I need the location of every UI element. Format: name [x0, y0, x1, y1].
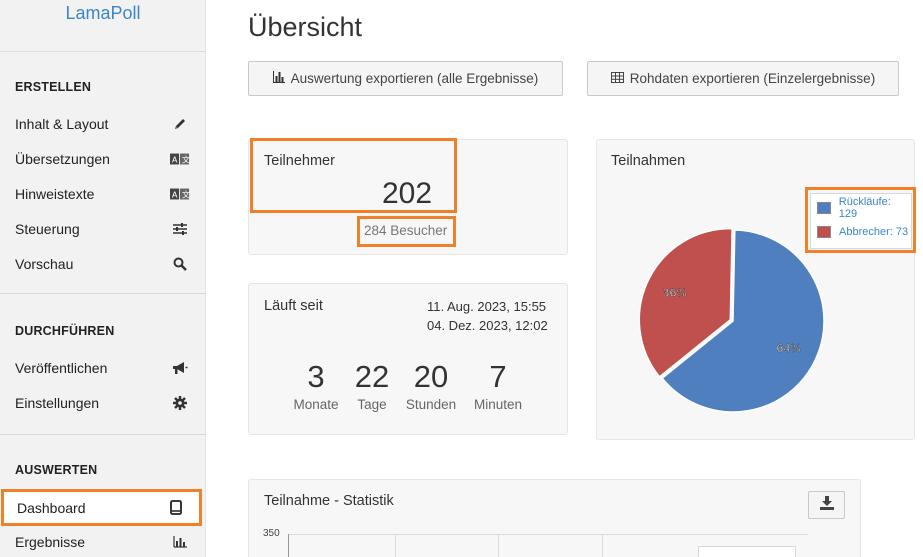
sidebar-item-label: Veröffentlichen	[15, 360, 108, 376]
sidebar-divider	[0, 293, 206, 294]
sidebar-item-vorschau[interactable]: Vorschau	[0, 249, 206, 279]
section-title-erstellen: ERSTELLEN	[15, 80, 92, 94]
counter-value: 22	[354, 359, 390, 394]
statistics-legend	[698, 546, 796, 557]
participants-title: Teilnehmer	[264, 153, 335, 169]
megaphone-icon	[170, 360, 190, 376]
counter-label: Monate	[293, 397, 339, 412]
svg-text:文: 文	[182, 190, 190, 200]
grid-line	[602, 534, 603, 557]
pencil-icon	[170, 116, 190, 132]
brand-logo[interactable]: LamaPoll	[0, 0, 206, 52]
participations-pie-chart: 64% 36%	[638, 227, 825, 413]
running-start-date: 11. Aug. 2023, 15:55	[427, 299, 547, 314]
pie-slice-dropouts[interactable]	[638, 227, 733, 378]
gear-icon	[170, 395, 190, 411]
visitors-highlight	[357, 216, 456, 247]
legend-item-returns[interactable]: Rückläufe: 129	[817, 196, 911, 220]
search-icon	[170, 256, 190, 272]
export-raw-label: Rohdaten exportieren (Einzelergebnisse)	[629, 71, 876, 86]
pie-label-dropouts: 36%	[663, 286, 687, 299]
participations-title: Teilnahmen	[611, 153, 686, 169]
sidebar-item-label: Ergebnisse	[15, 534, 86, 550]
visitors-count: 284 Besucher	[364, 223, 448, 238]
section-title-durchfuehren: DURCHFÜHREN	[15, 324, 115, 338]
counter-minutes: 7 Minuten	[467, 359, 529, 413]
svg-text:A: A	[172, 190, 178, 200]
sidebar-item-einstellungen[interactable]: Einstellungen	[0, 388, 206, 418]
section-title-auswerten: AUSWERTEN	[15, 463, 98, 477]
download-icon	[819, 495, 834, 515]
y-axis	[288, 534, 289, 557]
sidebar-item-label: Steuerung	[15, 221, 80, 237]
sidebar: LamaPoll ERSTELLEN Inhalt & Layout Übers…	[0, 0, 206, 557]
page-title: Übersicht	[248, 12, 363, 42]
sliders-icon	[170, 221, 190, 237]
legend-swatch	[817, 226, 831, 238]
bar-chart-icon	[170, 534, 190, 550]
sidebar-item-inhalt-layout[interactable]: Inhalt & Layout	[0, 109, 206, 139]
pie-legend: Rückläufe: 129 Abbrecher: 73	[810, 193, 912, 249]
counter-hours: 20 Stunden	[400, 359, 462, 413]
sidebar-item-label: Hinweistexte	[15, 186, 95, 202]
grid-line	[395, 534, 396, 557]
legend-swatch	[817, 202, 831, 214]
counter-label: Minuten	[473, 397, 523, 412]
sidebar-item-label: Vorschau	[15, 256, 74, 272]
bar-chart-icon	[272, 71, 285, 86]
export-all-label: Auswertung exportieren (alle Ergebnisse)	[290, 71, 539, 86]
grid-line	[288, 534, 808, 535]
counter-value: 3	[307, 359, 325, 394]
counter-label: Tage	[357, 397, 387, 412]
legend-highlight	[805, 187, 916, 253]
download-button[interactable]	[808, 491, 845, 519]
participants-highlight	[250, 138, 457, 213]
pie-slice-returns[interactable]	[661, 229, 825, 413]
statistics-title: Teilnahme - Statistik	[264, 493, 394, 509]
counter-value: 20	[413, 359, 449, 394]
running-end-date: 04. Dez. 2023, 12:02	[427, 318, 548, 333]
table-icon	[610, 71, 624, 86]
statistics-card	[248, 479, 861, 557]
legend-label: Rückläufe: 129	[838, 196, 891, 220]
pie-label-returns: 64%	[776, 342, 800, 355]
sidebar-item-label: Inhalt & Layout	[15, 116, 109, 132]
legend-label: Abbrecher: 73	[839, 226, 909, 238]
counter-label: Stunden	[405, 397, 457, 412]
sidebar-item-label: Dashboard	[17, 499, 86, 516]
svg-text:文: 文	[182, 155, 190, 165]
sidebar-item-dashboard[interactable]: Dashboard	[1, 489, 202, 526]
sidebar-divider	[0, 434, 206, 435]
grid-line	[498, 534, 499, 557]
legend-item-dropouts[interactable]: Abbrecher: 73	[817, 220, 911, 244]
sidebar-item-veroeffentlichen[interactable]: Veröffentlichen	[0, 353, 206, 383]
sidebar-item-label: Übersetzungen	[15, 151, 110, 167]
y-tick-label: 350	[263, 528, 280, 539]
sidebar-item-label: Einstellungen	[15, 395, 100, 411]
running-title: Läuft seit	[264, 298, 323, 314]
tablet-icon	[166, 500, 186, 516]
svg-text:A: A	[172, 155, 178, 165]
counter-days: 22 Tage	[347, 359, 397, 413]
sidebar-item-ergebnisse[interactable]: Ergebnisse	[0, 527, 206, 557]
sidebar-item-steuerung[interactable]: Steuerung	[0, 214, 206, 244]
counter-value: 7	[489, 359, 507, 394]
export-all-button[interactable]: Auswertung exportieren (alle Ergebnisse)	[248, 61, 563, 96]
counter-months: 3 Monate	[286, 359, 346, 413]
running-card	[248, 283, 568, 435]
participants-count: 202	[382, 177, 433, 210]
export-raw-button[interactable]: Rohdaten exportieren (Einzelergebnisse)	[587, 61, 899, 96]
